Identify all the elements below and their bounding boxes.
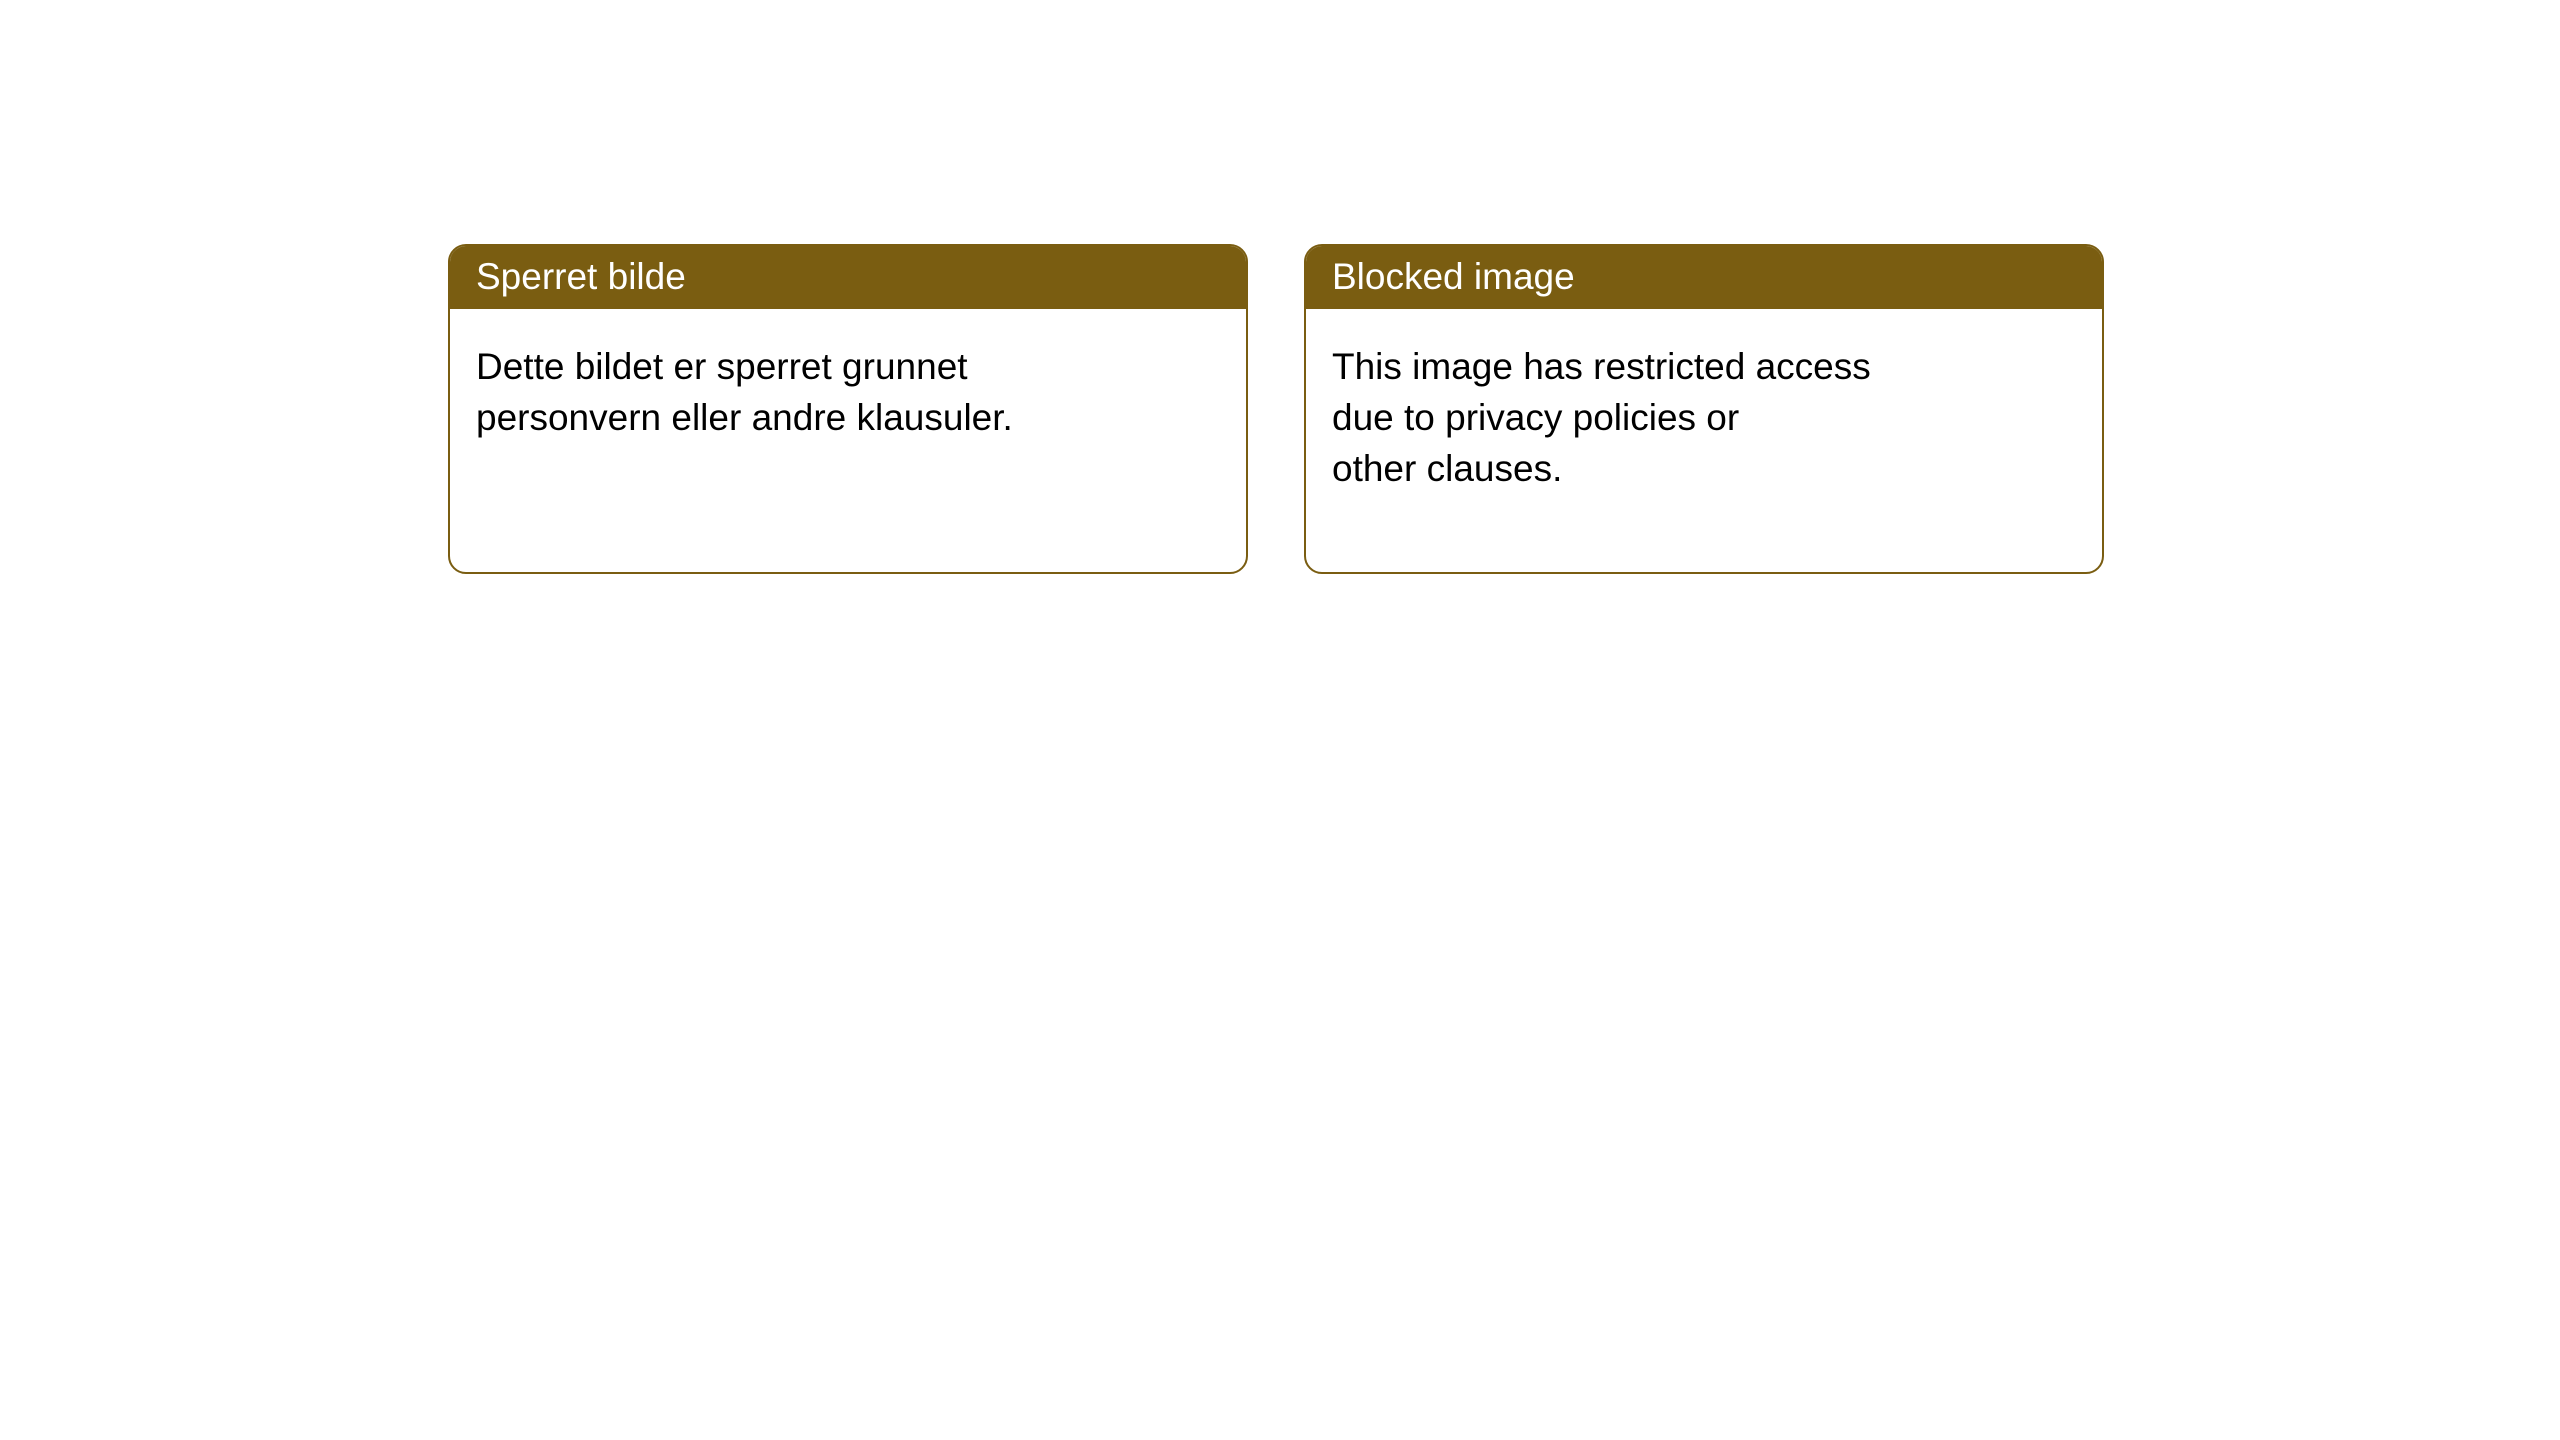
cards-container: Sperret bilde Dette bildet er sperret gr… xyxy=(0,0,2560,574)
card-header-no: Sperret bilde xyxy=(450,246,1246,309)
blocked-image-card-en: Blocked image This image has restricted … xyxy=(1304,244,2104,574)
card-body-no: Dette bildet er sperret grunnet personve… xyxy=(450,309,1246,469)
blocked-image-card-no: Sperret bilde Dette bildet er sperret gr… xyxy=(448,244,1248,574)
card-header-en: Blocked image xyxy=(1306,246,2102,309)
card-body-en: This image has restricted access due to … xyxy=(1306,309,2102,520)
